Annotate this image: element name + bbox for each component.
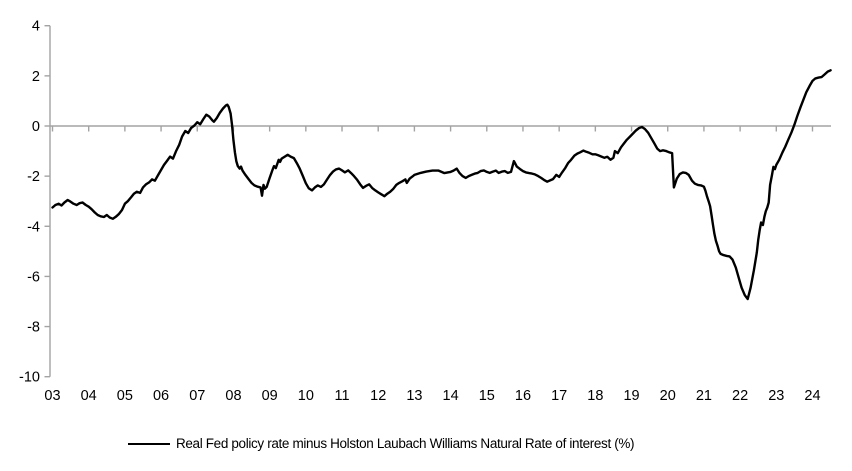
x-tick-label: 06 — [153, 388, 169, 404]
y-tick-label: 4 — [32, 19, 40, 35]
x-tick-label: 08 — [225, 388, 241, 404]
x-tick-label: 22 — [732, 388, 748, 404]
series-line — [51, 69, 832, 301]
x-tick-label: 05 — [117, 388, 133, 404]
y-tick-label: -8 — [27, 320, 40, 336]
x-tick-label: 20 — [660, 388, 676, 404]
x-tick-label: 07 — [189, 388, 205, 404]
legend: Real Fed policy rate minus Holston Lauba… — [128, 436, 635, 451]
y-tick-label: -10 — [19, 370, 40, 386]
x-tick-label: 17 — [551, 388, 567, 404]
y-tick-label: 2 — [32, 69, 40, 85]
x-tick-label: 13 — [406, 388, 422, 404]
legend-line-sample — [128, 442, 170, 445]
y-tick-label: -2 — [27, 169, 40, 185]
x-tick-label: 09 — [262, 388, 278, 404]
x-tick-label: 24 — [804, 388, 820, 404]
legend-label: Real Fed policy rate minus Holston Lauba… — [176, 436, 635, 451]
x-tick-label: 14 — [443, 388, 459, 404]
y-tick-label: -4 — [27, 219, 40, 235]
x-tick-label: 16 — [515, 388, 531, 404]
y-tick-label: 0 — [32, 119, 40, 135]
x-tick-label: 10 — [298, 388, 314, 404]
x-tick-label: 19 — [623, 388, 639, 404]
x-tick-label: 15 — [479, 388, 495, 404]
x-tick-label: 21 — [696, 388, 712, 404]
x-tick-label: 04 — [81, 388, 97, 404]
x-tick-label: 11 — [334, 388, 349, 404]
x-tick-label: 18 — [587, 388, 603, 404]
y-tick-label: -6 — [27, 269, 40, 285]
x-tick-label: 03 — [44, 388, 60, 404]
x-tick-label: 23 — [768, 388, 784, 404]
x-tick-label: 12 — [370, 388, 386, 404]
